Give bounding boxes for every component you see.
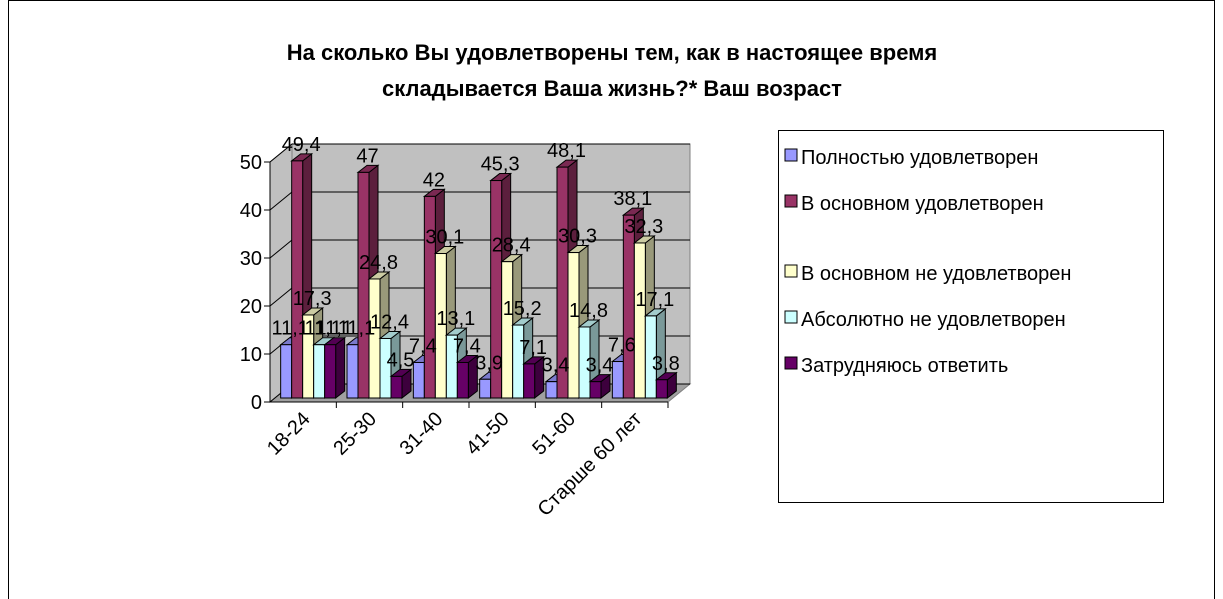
legend-box [778, 130, 1164, 503]
y-tick-label: 10 [240, 344, 262, 366]
bar [434, 253, 447, 399]
bar [501, 261, 514, 399]
legend-swatch [784, 310, 798, 324]
data-label: 11,1 [338, 318, 375, 340]
y-tick-label: 20 [240, 296, 262, 318]
bar [578, 326, 591, 399]
data-label: 45,3 [481, 154, 520, 176]
chart-title: На сколько Вы удовлетворены тем, как в н… [287, 40, 938, 65]
y-tick-label: 40 [240, 200, 262, 222]
legend-swatch [784, 148, 798, 162]
bar [611, 361, 624, 399]
bar [313, 344, 326, 399]
bar-side [335, 336, 346, 400]
data-label: 15,2 [503, 298, 542, 320]
data-label: 13,1 [436, 308, 475, 330]
data-label: 47 [356, 145, 378, 167]
bar [567, 252, 580, 399]
bar [589, 381, 602, 399]
data-label: 32,3 [624, 216, 663, 238]
chart-title: складывается Ваша жизнь?* Ваш возраст [382, 76, 842, 101]
y-tick-label: 30 [240, 248, 262, 270]
data-label: 24,8 [359, 252, 398, 274]
bar [479, 378, 492, 399]
data-label: 17,3 [293, 288, 332, 310]
bar [523, 363, 536, 399]
bar [412, 361, 425, 399]
legend-label: Полностью удовлетворен [801, 147, 1038, 169]
data-label: 49,4 [282, 134, 321, 156]
data-label: 48,1 [547, 140, 586, 162]
data-label: 42 [423, 169, 445, 191]
grid-line [269, 143, 690, 163]
data-label: 14,8 [569, 300, 608, 322]
bar [622, 214, 635, 399]
data-label: 4,5 [387, 349, 415, 371]
bar [644, 315, 657, 399]
data-label: 11,1 [304, 318, 341, 340]
bar [633, 242, 646, 399]
data-label: 11,1 [271, 318, 308, 340]
data-label: 7,1 [519, 337, 547, 359]
data-label: 38,1 [613, 188, 652, 210]
bar [456, 361, 469, 399]
data-label: 3,4 [542, 355, 570, 377]
data-label: 11,1 [315, 318, 352, 340]
bar [545, 381, 558, 399]
data-label: 30,3 [558, 226, 597, 248]
bar [512, 324, 525, 399]
legend-swatch [784, 194, 798, 208]
bar [324, 344, 337, 399]
data-label: 7,6 [608, 335, 636, 357]
y-tick-label: 0 [251, 392, 262, 414]
bar [379, 337, 392, 399]
data-label: 17,1 [635, 289, 674, 311]
legend-swatch [784, 264, 798, 278]
data-label: 7,4 [409, 335, 437, 357]
bar [357, 171, 370, 399]
bar [291, 160, 304, 399]
legend-label: В основном удовлетворен [801, 193, 1044, 215]
data-label: 3,4 [586, 355, 614, 377]
data-label: 3,8 [652, 353, 680, 375]
legend-swatch [784, 356, 798, 370]
bar [346, 344, 359, 399]
data-label: 30,1 [425, 227, 464, 249]
data-label: 7,4 [453, 335, 481, 357]
bar [280, 344, 293, 399]
bar [655, 379, 668, 399]
legend-label: Затрудняюсь ответить [801, 355, 1008, 377]
legend-label: В основном не удовлетворен [801, 263, 1071, 285]
bar [390, 375, 403, 399]
y-tick-label: 50 [240, 152, 262, 174]
data-label: 28,4 [492, 235, 531, 257]
legend-label: Абсолютно не удовлетворен [801, 309, 1066, 331]
data-label: 12,4 [370, 311, 409, 333]
data-label: 3,9 [475, 352, 503, 374]
